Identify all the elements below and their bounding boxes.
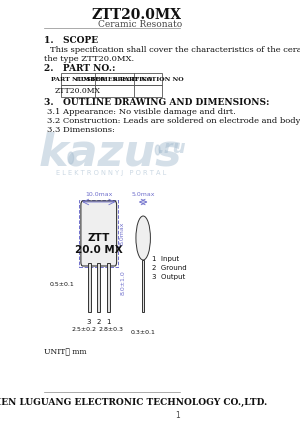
Text: 8.0max: 8.0max	[119, 221, 124, 245]
Text: 8.0±1.0: 8.0±1.0	[121, 271, 125, 295]
Text: 3  Output: 3 Output	[152, 274, 185, 280]
Ellipse shape	[136, 216, 150, 260]
Text: 10.0max: 10.0max	[85, 192, 112, 197]
Bar	[142, 260, 144, 312]
Text: 2.5±0.2: 2.5±0.2	[72, 327, 97, 332]
Text: ZTT20.0MX: ZTT20.0MX	[55, 87, 101, 95]
Text: 2  Ground: 2 Ground	[152, 265, 187, 271]
Bar	[80, 200, 118, 267]
Text: 0.3±0.1: 0.3±0.1	[131, 330, 156, 335]
Text: 1.   SCOPE: 1. SCOPE	[44, 36, 98, 45]
Text: the type ZTT20.0MX.: the type ZTT20.0MX.	[44, 55, 134, 63]
Text: SHENZHEN LUGUANG ELECTRONIC TECHNOLOGY CO.,LTD.: SHENZHEN LUGUANG ELECTRONIC TECHNOLOGY C…	[0, 398, 267, 407]
Text: 1  Input: 1 Input	[152, 256, 179, 262]
Text: E L E K T R O N N Y J   P O R T A L: E L E K T R O N N Y J P O R T A L	[56, 170, 166, 176]
Text: 0.5±0.1: 0.5±0.1	[50, 283, 74, 287]
Text: This specification shall cover the characteristics of the ceramic resonator with: This specification shall cover the chara…	[50, 46, 300, 54]
Circle shape	[68, 152, 74, 164]
FancyBboxPatch shape	[81, 201, 117, 266]
Text: PART NUMBER: PART NUMBER	[51, 76, 105, 82]
Text: 3.2 Construction: Leads are soldered on electrode and body is molded by resin.: 3.2 Construction: Leads are soldered on …	[46, 117, 300, 125]
Bar	[61, 85, 163, 97]
Text: 3.   OUTLINE DRAWING AND DIMENSIONS:: 3. OUTLINE DRAWING AND DIMENSIONS:	[44, 98, 270, 107]
Text: kazus: kazus	[39, 131, 183, 175]
Text: 5.0max: 5.0max	[131, 192, 155, 197]
Text: ZTT20.0MX: ZTT20.0MX	[92, 8, 182, 22]
Text: 3: 3	[87, 319, 91, 325]
Text: 3.3 Dimensions:: 3.3 Dimensions:	[46, 126, 115, 134]
Text: 2: 2	[97, 319, 101, 325]
Bar	[107, 263, 110, 312]
Text: 20.0 MX: 20.0 MX	[75, 245, 123, 255]
Bar	[97, 263, 100, 312]
Text: 1: 1	[176, 411, 180, 420]
Bar	[88, 263, 91, 312]
Text: Ceramic Resonato: Ceramic Resonato	[98, 20, 182, 29]
Text: 2.   PART NO.:: 2. PART NO.:	[44, 64, 116, 73]
Text: ZTT: ZTT	[88, 233, 110, 243]
Text: UNIT： mm: UNIT： mm	[44, 348, 87, 356]
Text: CUSTOMER PART NO: CUSTOMER PART NO	[76, 76, 152, 82]
Text: 3.1 Appearance: No visible damage and dirt.: 3.1 Appearance: No visible damage and di…	[46, 108, 236, 116]
Text: 1: 1	[106, 319, 111, 325]
Circle shape	[155, 145, 160, 155]
Text: 2.8±0.3: 2.8±0.3	[98, 327, 123, 332]
Bar	[61, 73, 163, 85]
Text: SPECIFICATION NO: SPECIFICATION NO	[113, 76, 183, 82]
Text: .ru: .ru	[157, 139, 185, 157]
